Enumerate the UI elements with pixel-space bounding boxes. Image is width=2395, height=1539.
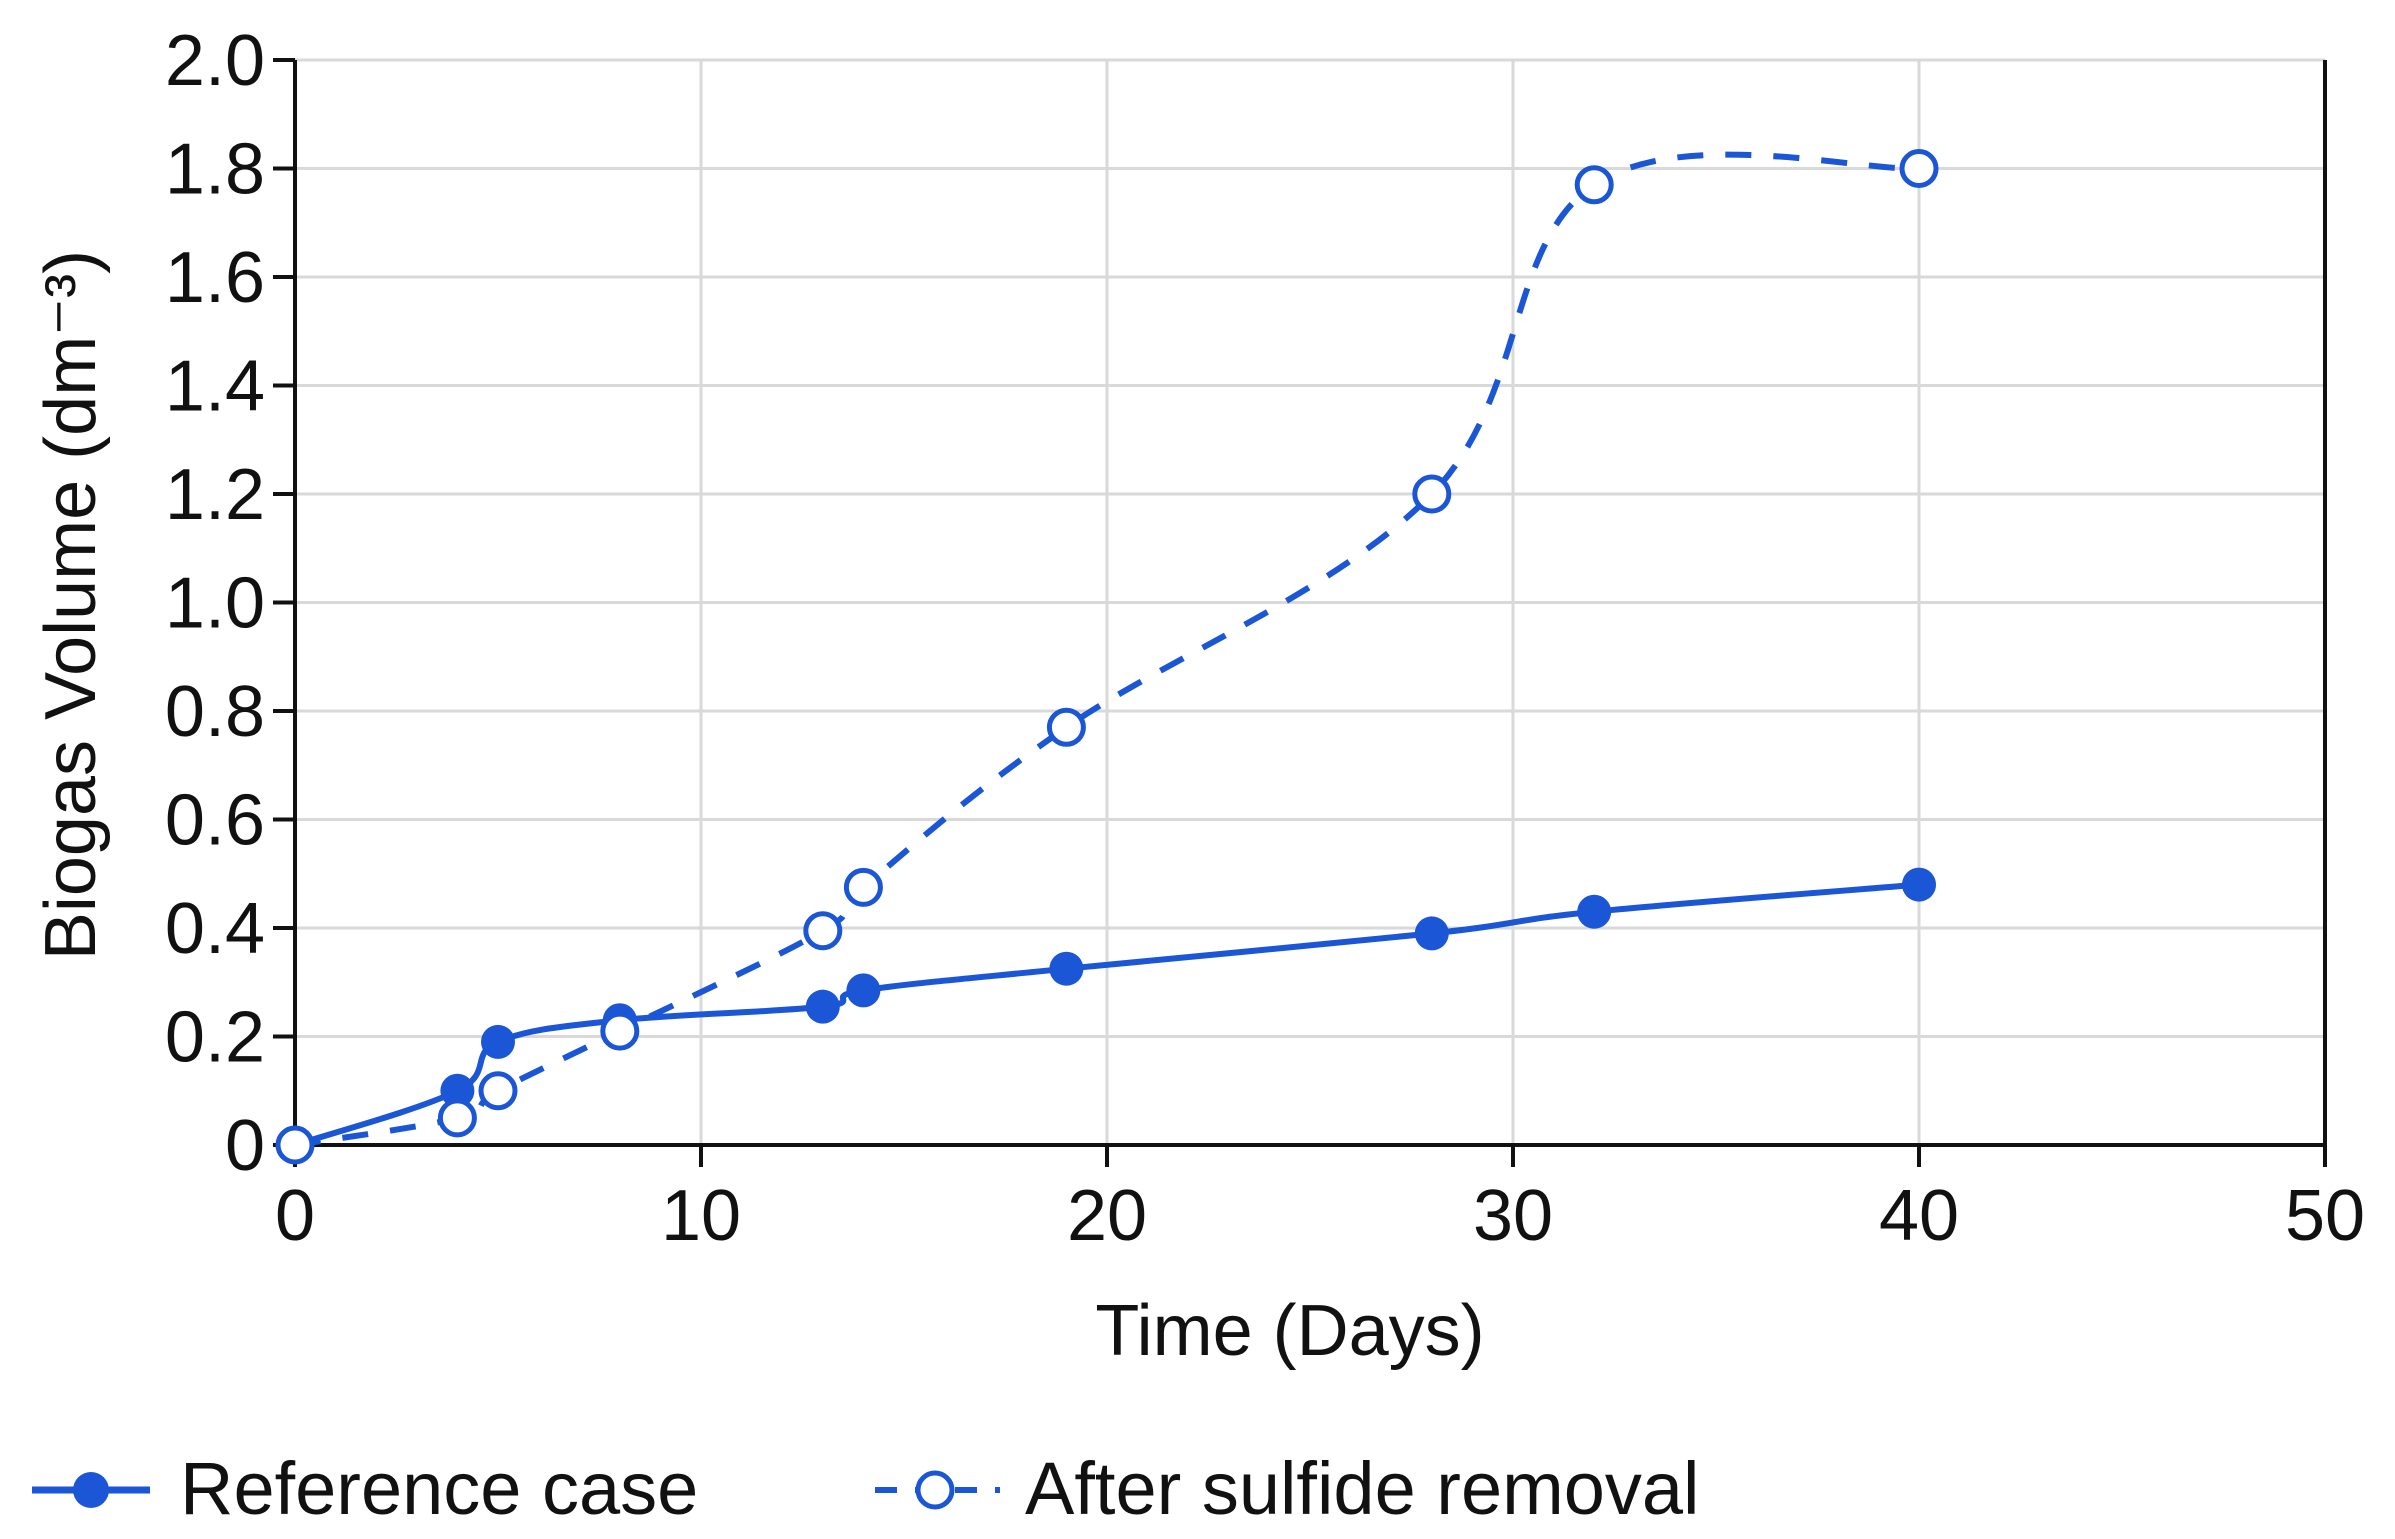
- x-tick-label: 0: [275, 1176, 315, 1256]
- y-tick-label: 1.0: [165, 564, 265, 644]
- axes: [273, 58, 2327, 1167]
- data-point-reference: [1577, 894, 1612, 929]
- series: [275, 149, 1939, 1165]
- data-point-reference: [846, 973, 881, 1008]
- y-tick-label: 1.4: [165, 347, 265, 427]
- y-tick-label: 0.6: [165, 781, 265, 861]
- legend-label-sulfide: After sulfide removal: [1025, 1447, 1700, 1530]
- y-tick-label: 1.6: [165, 238, 265, 318]
- data-point-sulfide-removal: [275, 1125, 315, 1165]
- data-point-sulfide-removal: [600, 1011, 640, 1051]
- y-tick-label: 0.4: [165, 889, 265, 969]
- y-tick-label: 1.2: [165, 455, 265, 535]
- tick-labels: 0 10 20 30 40 50 0 0.2 0.4 0.6 0.8 1.0 1.2 1.4 1.6 1.8 2…: [165, 21, 2365, 1256]
- data-point-reference: [481, 1024, 515, 1059]
- legend-label-reference: Reference case: [180, 1447, 698, 1530]
- legend-marker-reference: [73, 1472, 109, 1508]
- grid: [295, 58, 2325, 1145]
- x-tick-label: 50: [2285, 1176, 2365, 1256]
- x-tick-label: 40: [1879, 1176, 1959, 1256]
- data-point-sulfide-removal: [1899, 149, 1939, 188]
- data-point-reference: [1902, 867, 1936, 902]
- x-tick-label: 30: [1473, 1176, 1553, 1256]
- data-point-sulfide-removal: [843, 867, 883, 907]
- x-tick-label: 10: [661, 1176, 741, 1256]
- y-tick-label: 1.8: [165, 130, 265, 210]
- data-point-sulfide-removal: [803, 911, 843, 951]
- data-point-sulfide-removal: [478, 1071, 518, 1111]
- legend-marker-sulfide: [915, 1470, 955, 1510]
- data-point-sulfide-removal: [437, 1098, 477, 1138]
- y-tick-label: 2.0: [165, 21, 265, 101]
- data-point-reference: [440, 1073, 475, 1108]
- y-tick-label: 0.8: [165, 672, 265, 752]
- y-axis-title: Biogas Volume (dm⁻³): [31, 250, 111, 960]
- y-tick-label: 0: [225, 1106, 265, 1186]
- data-point-reference: [1414, 916, 1449, 951]
- data-point-sulfide-removal: [1574, 165, 1614, 205]
- data-point-sulfide-removal: [1412, 474, 1452, 514]
- data-point-reference: [1049, 951, 1084, 986]
- x-tick-label: 20: [1067, 1176, 1147, 1256]
- legend: Reference case After sulfide removal: [32, 1447, 1700, 1530]
- y-tick-label: 0.2: [165, 998, 265, 1078]
- data-point-sulfide-removal: [1046, 707, 1086, 747]
- x-axis-title: Time (Days): [1095, 1291, 1484, 1371]
- data-point-reference: [805, 989, 840, 1024]
